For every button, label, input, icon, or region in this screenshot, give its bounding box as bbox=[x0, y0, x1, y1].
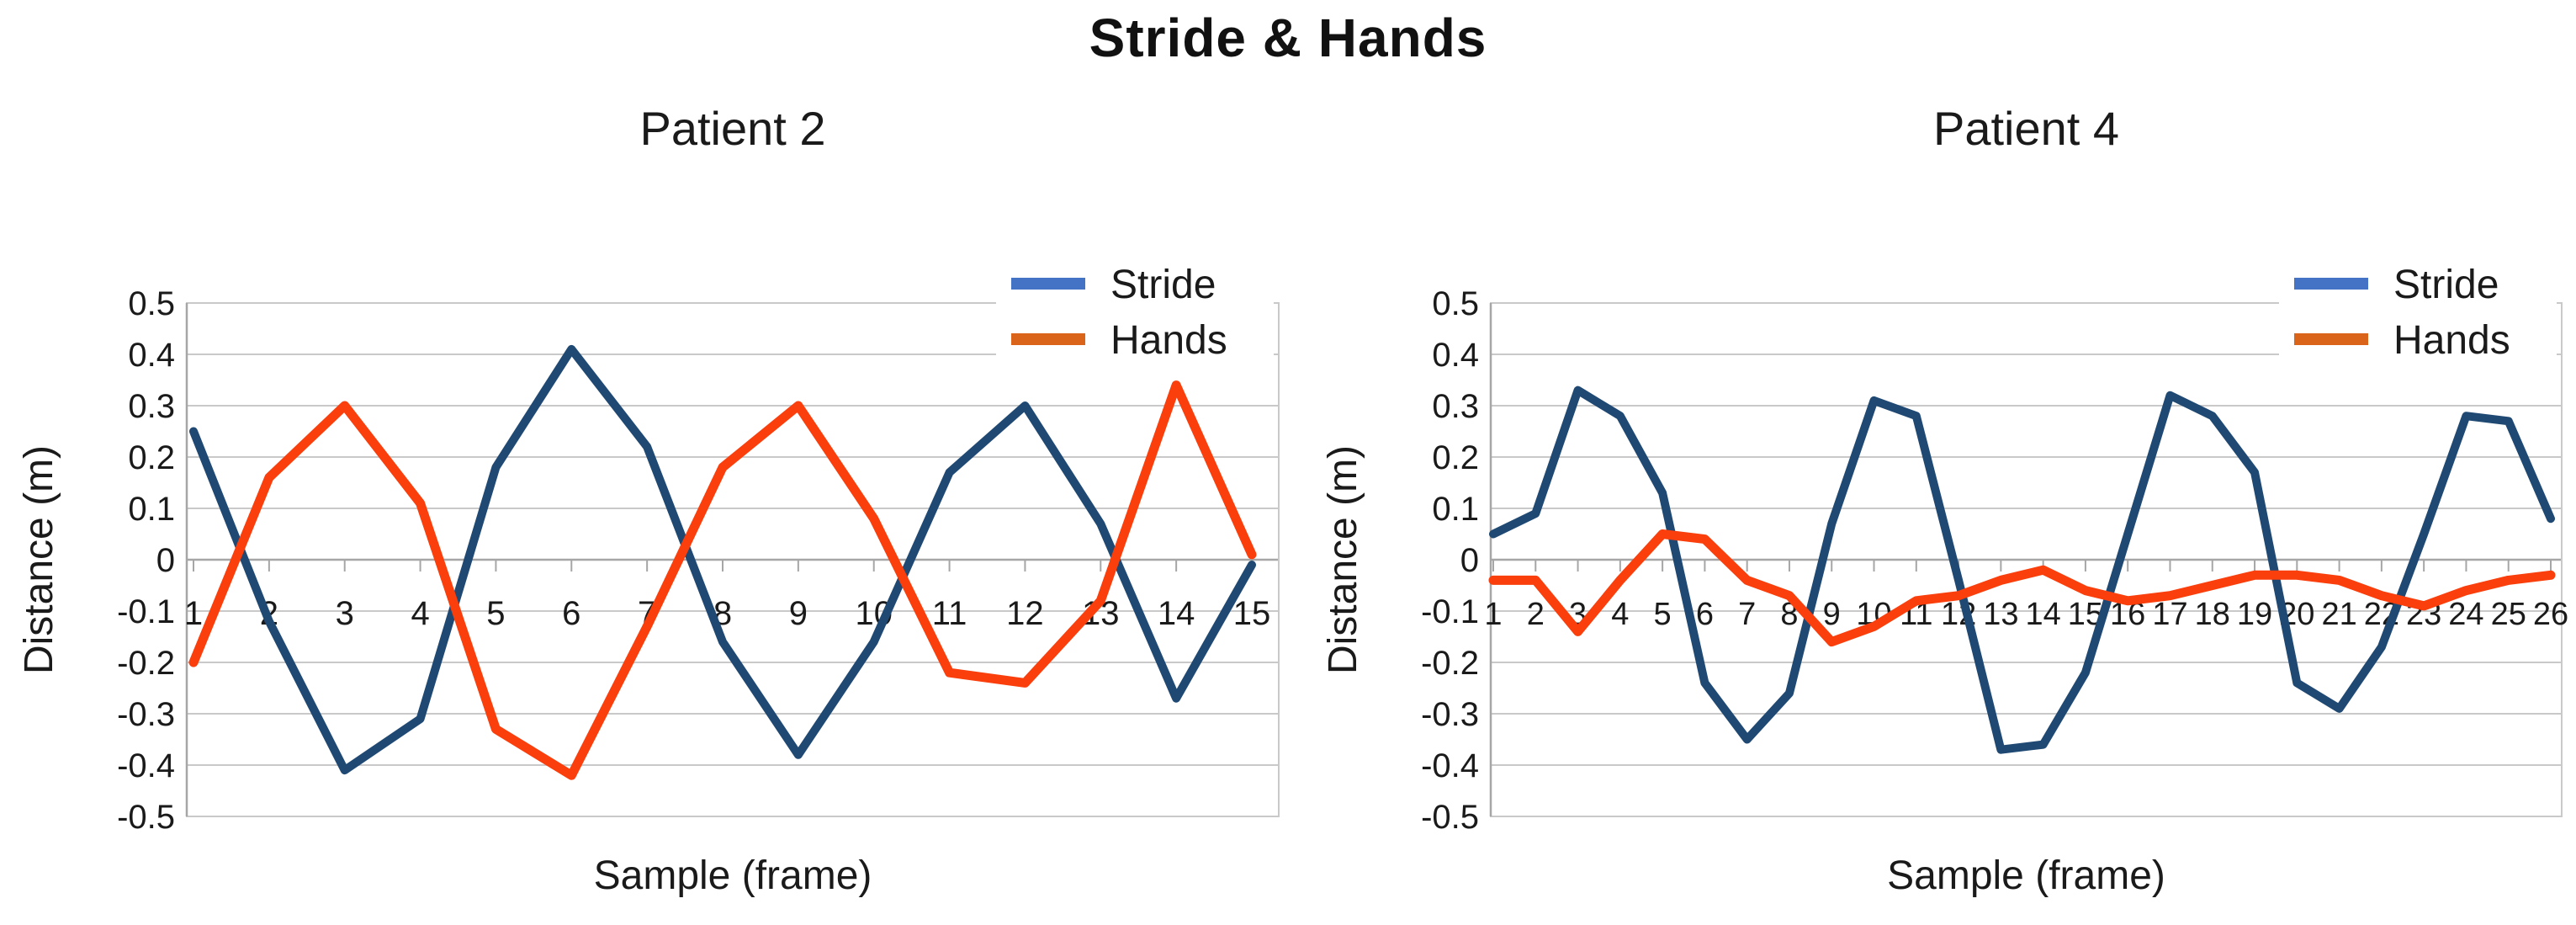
x-tick-label: 4 bbox=[411, 595, 429, 632]
x-tick-label: 15 bbox=[1233, 595, 1271, 632]
y-tick-label: -0.4 bbox=[1421, 747, 1479, 784]
x-tick-label: 6 bbox=[1696, 597, 1714, 632]
y-tick-label: -0.3 bbox=[117, 696, 175, 733]
y-tick-label: 0.4 bbox=[1432, 337, 1479, 374]
y-axis-title: Distance (m) bbox=[1321, 445, 1365, 674]
x-tick-label: 1 bbox=[1484, 597, 1502, 632]
y-tick-label: 0.4 bbox=[128, 337, 175, 374]
y-tick-label: -0.2 bbox=[1421, 645, 1479, 682]
x-tick-label: 7 bbox=[1738, 597, 1756, 632]
x-tick-label: 11 bbox=[932, 595, 967, 632]
x-tick-label: 25 bbox=[2491, 597, 2526, 632]
stride-series-line bbox=[189, 344, 1256, 775]
legend-hands-swatch bbox=[2294, 333, 2368, 345]
x-tick-label: 19 bbox=[2237, 597, 2272, 632]
x-tick-label: 5 bbox=[486, 595, 505, 632]
x-tick-label: 1 bbox=[184, 595, 203, 632]
hands-series-line bbox=[188, 380, 1257, 780]
y-tick-label: -0.3 bbox=[1421, 696, 1479, 733]
legend-stride-label: Stride bbox=[1110, 263, 1216, 307]
y-tick-label: 0.1 bbox=[1432, 491, 1479, 528]
x-tick-label: 4 bbox=[1611, 597, 1629, 632]
y-tick-label: 0.5 bbox=[1432, 285, 1479, 322]
y-tick-label: 0 bbox=[1460, 542, 1479, 579]
y-tick-label: -0.5 bbox=[1421, 799, 1479, 836]
legend-stride-label: Stride bbox=[2393, 263, 2499, 307]
x-axis-title: Sample (frame) bbox=[594, 853, 872, 898]
legend-hands-label: Hands bbox=[1110, 318, 1227, 363]
y-tick-label: -0.1 bbox=[117, 593, 175, 630]
x-tick-label: 13 bbox=[1983, 597, 2018, 632]
x-tick-label: 21 bbox=[2321, 597, 2356, 632]
x-tick-label: 14 bbox=[2025, 597, 2060, 632]
y-tick-label: 0.2 bbox=[128, 439, 175, 476]
legend-hands-label: Hands bbox=[2393, 318, 2510, 363]
figure-title: Stride & Hands bbox=[1089, 8, 1487, 68]
x-tick-label: 17 bbox=[2152, 597, 2187, 632]
y-axis-title: Distance (m) bbox=[17, 445, 61, 674]
chart-title: Patient 2 bbox=[639, 102, 825, 155]
y-tick-label: -0.2 bbox=[117, 645, 175, 682]
y-tick-label: -0.1 bbox=[1421, 593, 1479, 630]
x-tick-label: 14 bbox=[1158, 595, 1195, 632]
x-tick-label: 3 bbox=[336, 595, 354, 632]
chart-title: Patient 4 bbox=[1933, 102, 2119, 155]
y-tick-label: 0.5 bbox=[128, 285, 175, 322]
stride-series-line bbox=[1489, 385, 2555, 754]
y-tick-label: 0.3 bbox=[128, 388, 175, 425]
x-tick-label: 18 bbox=[2195, 597, 2230, 632]
legend-stride-swatch bbox=[2294, 278, 2368, 290]
y-tick-label: -0.5 bbox=[117, 799, 175, 836]
y-tick-label: 0.3 bbox=[1432, 388, 1479, 425]
x-axis-title: Sample (frame) bbox=[1887, 853, 2165, 898]
x-tick-label: 9 bbox=[789, 595, 808, 632]
y-tick-label: -0.4 bbox=[117, 747, 175, 784]
y-tick-label: 0 bbox=[156, 542, 175, 579]
x-tick-label: 12 bbox=[1006, 595, 1044, 632]
x-tick-label: 5 bbox=[1654, 597, 1672, 632]
legend-hands-swatch bbox=[1011, 333, 1085, 345]
x-tick-label: 2 bbox=[1527, 597, 1545, 632]
x-tick-label: 26 bbox=[2533, 597, 2568, 632]
y-tick-label: 0.1 bbox=[128, 491, 175, 528]
x-tick-label: 9 bbox=[1823, 597, 1841, 632]
y-tick-label: 0.2 bbox=[1432, 439, 1479, 476]
x-tick-label: 6 bbox=[562, 595, 580, 632]
hands-series-line bbox=[1488, 529, 2556, 647]
legend-stride-swatch bbox=[1011, 278, 1085, 290]
x-tick-label: 24 bbox=[2448, 597, 2483, 632]
